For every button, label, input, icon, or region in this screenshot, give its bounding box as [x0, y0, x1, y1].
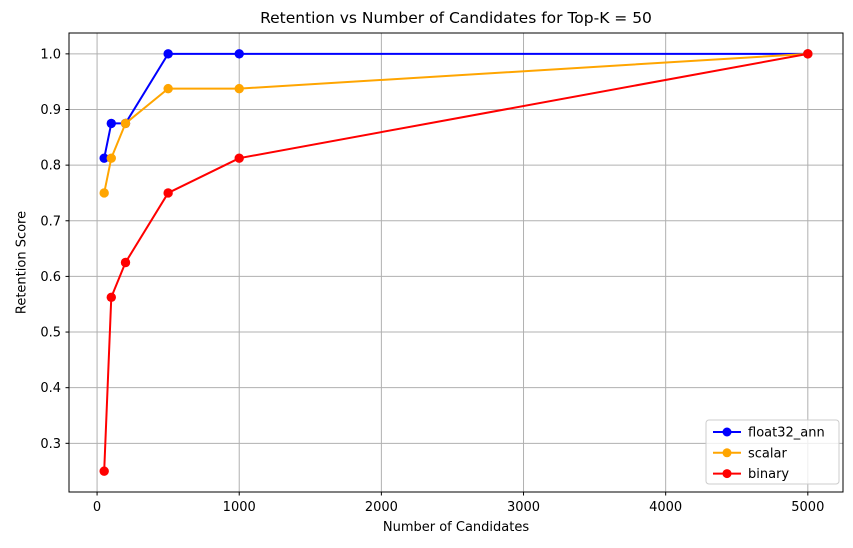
tick-layer [65, 53, 809, 496]
legend-item: scalar [713, 446, 787, 461]
y-tick-label: 0.9 [40, 103, 61, 118]
x-tick-label: 1000 [223, 500, 256, 515]
data-point-scalar [99, 188, 109, 198]
x-tick-label: 4000 [649, 500, 682, 515]
tick-label-layer: 0 1000 2000 3000 4000 5000 0.3 0.4 0.5 0.6 0.7 0.8 0… [40, 47, 824, 515]
data-point-float32_ann [106, 118, 116, 129]
legend-swatch-marker [722, 427, 732, 437]
y-tick-label: 0.4 [40, 381, 61, 396]
y-tick-label: 0.5 [40, 326, 61, 341]
x-tick-label: 0 [93, 500, 101, 515]
data-point-binary [234, 153, 244, 163]
y-tick-label: 0.6 [40, 270, 61, 285]
data-point-scalar [234, 83, 244, 94]
data-point-binary [803, 49, 813, 59]
y-tick-label: 0.8 [40, 159, 61, 174]
y-tick-label: 1.0 [40, 47, 61, 62]
plot-border [68, 32, 844, 493]
data-point-scalar [163, 83, 173, 94]
x-tick-label: 3000 [507, 500, 540, 515]
y-axis-label: Retention Score [15, 211, 30, 314]
data-point-float32_ann [99, 153, 109, 163]
legend-swatch-marker [722, 469, 732, 479]
legend-label: float32_ann [748, 426, 825, 441]
legend-item: float32_ann [713, 426, 825, 441]
data-point-binary [120, 257, 131, 268]
x-tick-label: 2000 [365, 500, 398, 515]
x-axis-label: Number of Candidates [383, 520, 529, 535]
x-tick-label: 5000 [791, 500, 824, 515]
legend-item: binary [713, 467, 789, 482]
legend-label: binary [748, 467, 789, 482]
legend-label: scalar [748, 446, 787, 461]
series-line-float32_ann [103, 52, 808, 159]
data-point-binary [99, 466, 109, 476]
legend-box [705, 419, 840, 485]
data-point-scalar [106, 153, 116, 163]
data-point-float32_ann [163, 49, 173, 59]
series-line-scalar [103, 52, 808, 194]
data-point-scalar [120, 118, 131, 129]
series-line-binary [103, 52, 808, 472]
y-tick-label: 0.3 [40, 437, 61, 452]
data-point-binary [106, 292, 116, 302]
y-tick-label: 0.7 [40, 214, 61, 229]
legend-swatch-marker [722, 448, 732, 458]
data-point-binary [163, 188, 173, 198]
series-layer [99, 49, 813, 476]
data-point-float32_ann [234, 49, 244, 59]
chart-title: Retention vs Number of Candidates for To… [260, 9, 652, 27]
